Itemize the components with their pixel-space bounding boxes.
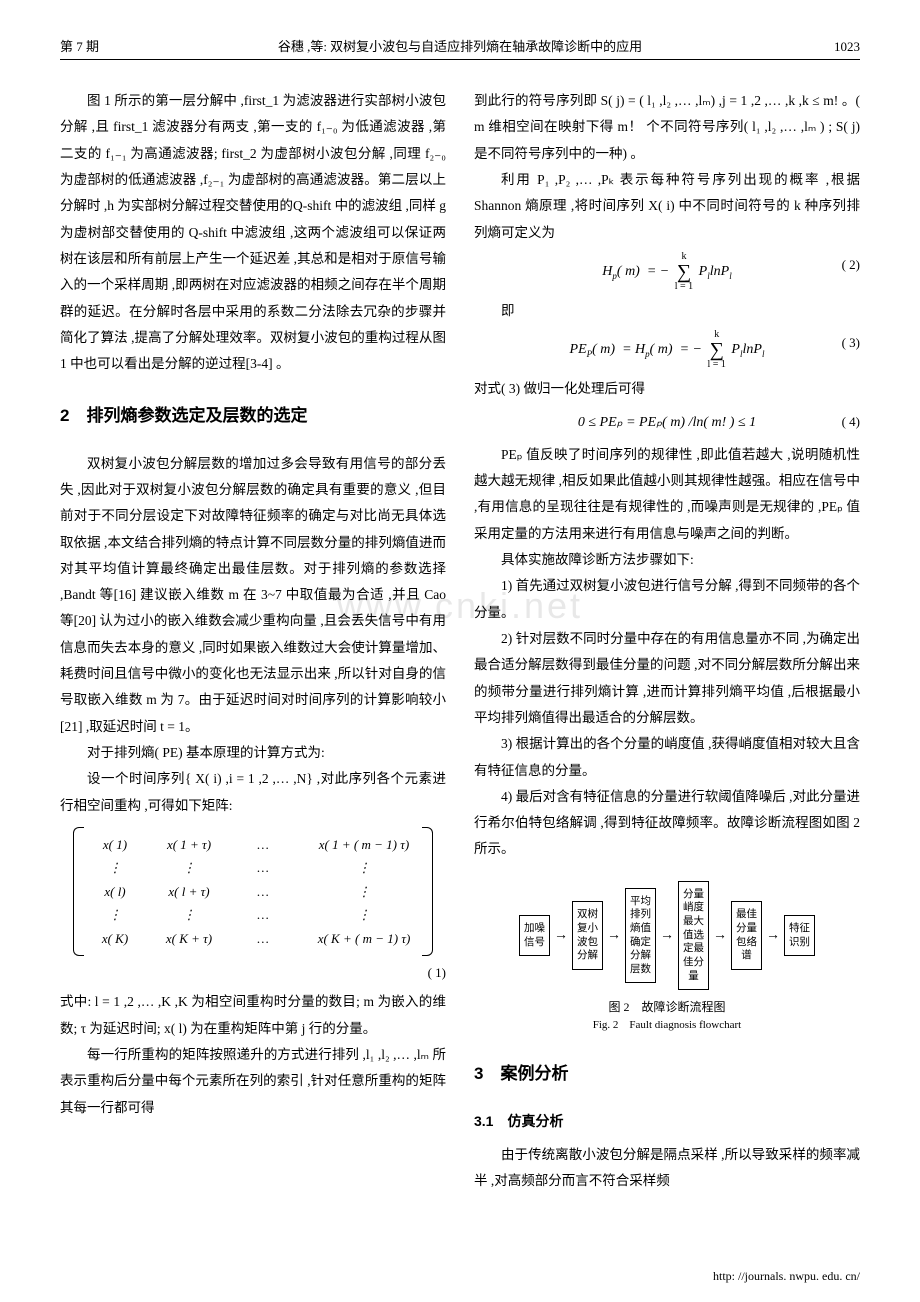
eq-num-4: ( 4) <box>842 409 860 434</box>
m-cell: ⋮ <box>309 856 419 879</box>
flow-box-6: 特征 识别 <box>784 915 815 956</box>
section-3-title: 3 案例分析 <box>474 1057 860 1090</box>
left-para-2: 双树复小波包分解层数的增加过多会导致有用信号的部分丢失 ,因此对于双树复小波包分… <box>60 451 446 740</box>
section-2-title: 2 排列熵参数选定及层数的选定 <box>60 399 446 432</box>
m-cell: x( 1 + τ) <box>161 833 217 856</box>
eq-num-1: ( 1) <box>60 960 446 985</box>
matrix-eq-1: x( 1)x( 1 + τ)…x( 1 + ( m − 1) τ) ⋮⋮…⋮ x… <box>60 827 446 956</box>
footer-url: http: //journals. nwpu. edu. cn/ <box>713 1269 860 1284</box>
header-title: 谷穗 ,等: 双树复小波包与自适应排列熵在轴承故障诊断中的应用 <box>180 36 740 55</box>
m-cell: ⋮ <box>309 903 419 926</box>
eq-num-3: ( 3) <box>842 330 860 355</box>
sum-bottom: l = 1 <box>675 282 693 292</box>
subsection-3-1-title: 3.1 仿真分析 <box>474 1108 860 1135</box>
m-cell: … <box>235 880 291 903</box>
flow-box-2: 双树 复小 波包 分解 <box>572 901 603 970</box>
right-para-1: 到此行的符号序列即 S( j) = ( l₁ ,l₂ ,… ,lₘ) ,j = … <box>474 88 860 167</box>
m-cell: ⋮ <box>161 856 217 879</box>
m-cell: x( l + τ) <box>161 880 217 903</box>
left-para-5: 式中: l = 1 ,2 ,… ,K ,K 为相空间重构时分量的数目; m 为嵌… <box>60 989 446 1042</box>
step-2: 2) 针对层数不同时分量中存在的有用信息量亦不同 ,为确定出最合适分解层数得到最… <box>474 626 860 731</box>
right-para-5: PEₚ 值反映了时间序列的规律性 ,即此值若越大 ,说明随机性越大越无规律 ,相… <box>474 442 860 547</box>
arrow-icon: → <box>554 922 568 949</box>
m-cell: x( 1) <box>87 833 143 856</box>
right-column: 到此行的符号序列即 S( j) = ( l₁ ,l₂ ,… ,lₘ) ,j = … <box>474 88 860 1194</box>
figure-2-caption: 图 2 故障诊断流程图 Fig. 2 Fault diagnosis flowc… <box>474 998 860 1035</box>
arrow-icon: → <box>607 922 621 949</box>
m-cell: x( 1 + ( m − 1) τ) <box>309 833 419 856</box>
right-para-4: 对式( 3) 做归一化处理后可得 <box>474 376 860 402</box>
right-para-7: 由于传统离散小波包分解是隔点采样 ,所以导致采样的频率减半 ,对高频部分而言不符… <box>474 1142 860 1195</box>
left-para-1: 图 1 所示的第一层分解中 ,first_1 为滤波器进行实部树小波包分解 ,且… <box>60 88 446 377</box>
flow-box-3: 平均 排列 熵值 确定 分解 层数 <box>625 888 656 984</box>
m-cell: x( l) <box>87 880 143 903</box>
figure-2-flowchart: 加噪 信号 → 双树 复小 波包 分解 → 平均 排列 熵值 确定 分解 层数 … <box>474 881 860 990</box>
fig2-caption-cn: 图 2 故障诊断流程图 <box>474 998 860 1017</box>
flow-box-1: 加噪 信号 <box>519 915 550 956</box>
left-para-3: 对于排列熵( PE) 基本原理的计算方式为: <box>60 740 446 766</box>
fig2-caption-en: Fig. 2 Fault diagnosis flowchart <box>474 1017 860 1035</box>
left-para-6: 每一行所重构的矩阵按照递升的方式进行排列 ,l₁ ,l₂ ,… ,lₘ 所表示重… <box>60 1042 446 1121</box>
m-cell: … <box>235 833 291 856</box>
page-header: 第 7 期 谷穗 ,等: 双树复小波包与自适应排列熵在轴承故障诊断中的应用 10… <box>60 36 860 60</box>
step-3: 3) 根据计算出的各个分量的峭度值 ,获得峭度值相对较大且含有特征信息的分量。 <box>474 731 860 784</box>
header-issue: 第 7 期 <box>60 36 180 55</box>
equation-4: 0 ≤ PEₚ = PEₚ( m) /ln( m! ) ≤ 1 ( 4) <box>474 409 860 436</box>
flow-box-5: 最佳 分量 包络 谱 <box>731 901 762 970</box>
m-cell: … <box>235 903 291 926</box>
equation-2: Hp( m) = − k∑l = 1 PllnPl ( 2) <box>474 252 860 292</box>
arrow-icon: → <box>660 922 674 949</box>
arrow-icon: → <box>713 922 727 949</box>
step-1: 1) 首先通过双树复小波包进行信号分解 ,得到不同频带的各个分量。 <box>474 573 860 626</box>
eq-num-2: ( 2) <box>842 252 860 277</box>
m-cell: x( K) <box>87 927 143 950</box>
m-cell: … <box>235 856 291 879</box>
arrow-icon: → <box>766 922 780 949</box>
equation-3: PEP( m) = Hp( m) = − k∑l = 1 PllnPl ( 3) <box>474 330 860 370</box>
left-para-4: 设一个时间序列{ X( i) ,i = 1 ,2 ,… ,N} ,对此序列各个元… <box>60 766 446 819</box>
m-cell: ⋮ <box>309 880 419 903</box>
step-4: 4) 最后对含有特征信息的分量进行软阈值降噪后 ,对此分量进行希尔伯特包络解调 … <box>474 784 860 863</box>
m-cell: x( K + τ) <box>161 927 217 950</box>
flow-box-4: 分量 峭度 最大 值选 定最 佳分 量 <box>678 881 709 990</box>
eq4-body: 0 ≤ PEₚ = PEₚ( m) /ln( m! ) ≤ 1 <box>578 415 756 430</box>
m-cell: x( K + ( m − 1) τ) <box>309 927 419 950</box>
m-cell: ⋮ <box>161 903 217 926</box>
sum-bottom: l = 1 <box>707 360 725 370</box>
left-column: 图 1 所示的第一层分解中 ,first_1 为滤波器进行实部树小波包分解 ,且… <box>60 88 446 1194</box>
m-cell: … <box>235 927 291 950</box>
two-column-layout: 图 1 所示的第一层分解中 ,first_1 为滤波器进行实部树小波包分解 ,且… <box>60 88 860 1194</box>
right-label-ji: 即 <box>474 298 860 324</box>
header-page-num: 1023 <box>740 39 860 55</box>
m-cell: ⋮ <box>87 903 143 926</box>
m-cell: ⋮ <box>87 856 143 879</box>
right-para-2: 利用 P₁ ,P₂ ,… ,Pₖ 表示每种符号序列出现的概率 ,根据 Shann… <box>474 167 860 246</box>
right-para-6: 具体实施故障诊断方法步骤如下: <box>474 547 860 573</box>
